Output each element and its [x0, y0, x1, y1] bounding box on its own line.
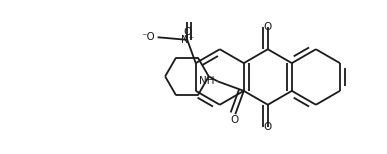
Text: NH: NH — [199, 76, 215, 86]
Text: O: O — [264, 22, 272, 32]
Text: ⁻O: ⁻O — [141, 32, 155, 42]
Text: O: O — [231, 115, 239, 125]
Text: O: O — [183, 27, 192, 37]
Text: N⁺: N⁺ — [181, 35, 194, 45]
Text: O: O — [264, 122, 272, 132]
